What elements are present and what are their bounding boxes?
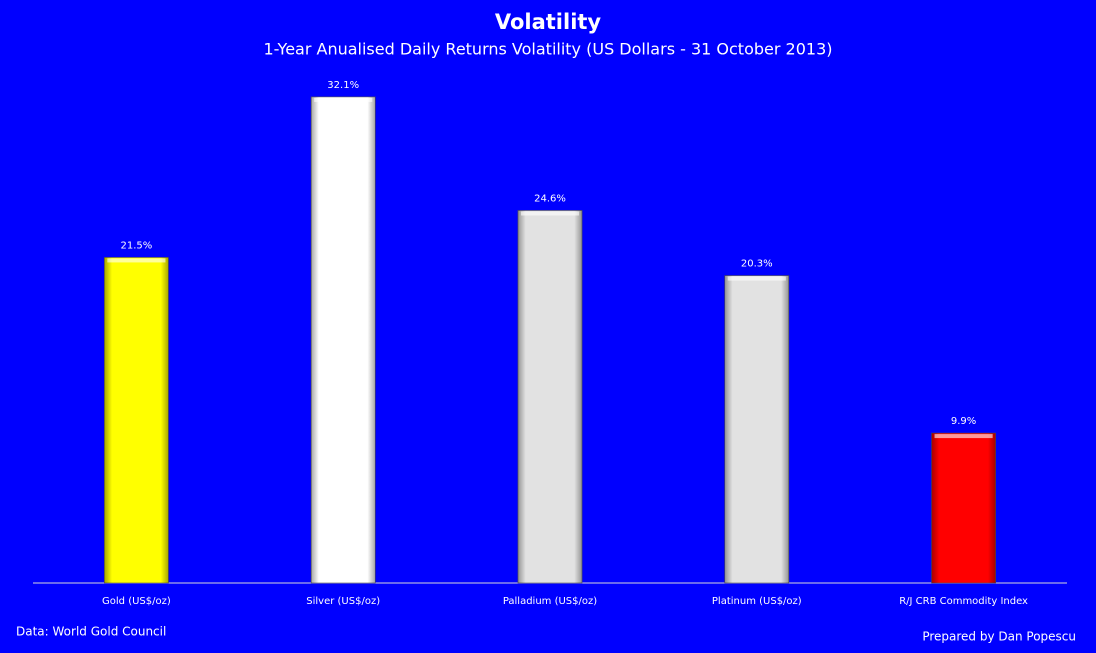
- x-tick-label: R/J CRB Commodity Index: [899, 596, 1028, 607]
- value-label: 24.6%: [534, 193, 566, 204]
- value-label: 20.3%: [741, 259, 773, 270]
- bar-highlight: [314, 97, 373, 102]
- bar-highlight: [107, 258, 166, 263]
- x-tick-label: Gold (US$/oz): [102, 596, 171, 607]
- chart-title: Volatility: [495, 10, 602, 34]
- chart-subtitle: 1-Year Anualised Daily Returns Volatilit…: [263, 40, 832, 59]
- bar: [104, 257, 169, 584]
- x-tick-label: Silver (US$/oz): [306, 596, 380, 607]
- value-label: 21.5%: [121, 240, 153, 251]
- value-label: 32.1%: [327, 80, 359, 91]
- bar: [931, 432, 996, 584]
- bar: [724, 275, 790, 584]
- x-tick-label: Platinum (US$/oz): [712, 596, 802, 607]
- value-label: 9.9%: [951, 416, 976, 427]
- bar-highlight: [727, 276, 786, 281]
- credit-note: Prepared by Dan Popescu: [922, 630, 1076, 644]
- source-note: Data: World Gold Council: [16, 625, 166, 639]
- bar: [517, 210, 583, 584]
- bar-highlight: [934, 434, 993, 439]
- bar-highlight: [520, 211, 580, 216]
- bar: [310, 96, 376, 584]
- x-tick-label: Palladium (US$/oz): [503, 596, 597, 607]
